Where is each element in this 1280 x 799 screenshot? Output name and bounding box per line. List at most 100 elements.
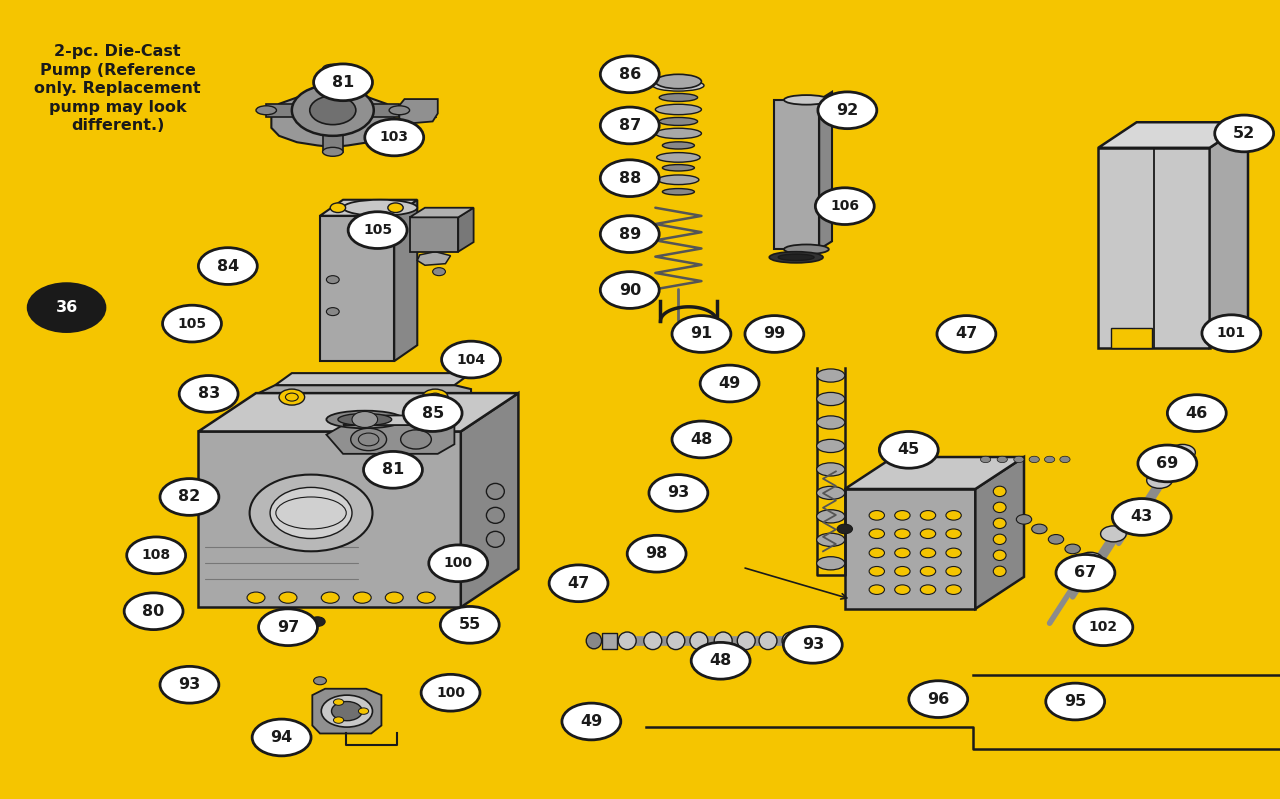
Text: 49: 49 <box>580 714 603 729</box>
Ellipse shape <box>657 153 700 162</box>
Text: 43: 43 <box>1130 510 1153 524</box>
Text: 93: 93 <box>801 638 824 652</box>
Circle shape <box>179 376 238 412</box>
Text: 82: 82 <box>178 490 201 504</box>
Circle shape <box>252 719 311 756</box>
Ellipse shape <box>338 414 392 425</box>
Ellipse shape <box>655 74 701 89</box>
Circle shape <box>1048 535 1064 544</box>
Text: 81: 81 <box>381 463 404 477</box>
Text: 108: 108 <box>142 548 170 562</box>
Circle shape <box>549 565 608 602</box>
Text: 2-pc. Die-Cast
Pump (Reference
only. Replacement
pump may look
different.): 2-pc. Die-Cast Pump (Reference only. Rep… <box>35 44 201 133</box>
Ellipse shape <box>817 557 845 570</box>
Polygon shape <box>271 93 394 147</box>
Circle shape <box>433 268 445 276</box>
Ellipse shape <box>343 200 417 216</box>
Ellipse shape <box>783 95 829 105</box>
Text: 94: 94 <box>270 730 293 745</box>
Circle shape <box>1029 456 1039 463</box>
Ellipse shape <box>663 189 695 195</box>
Text: 91: 91 <box>690 327 713 341</box>
Circle shape <box>422 389 448 405</box>
Circle shape <box>160 479 219 515</box>
Polygon shape <box>845 489 975 609</box>
Circle shape <box>292 85 374 136</box>
Circle shape <box>1202 315 1261 352</box>
Circle shape <box>869 585 884 594</box>
Ellipse shape <box>993 518 1006 529</box>
Ellipse shape <box>389 105 410 115</box>
Circle shape <box>818 92 877 129</box>
Circle shape <box>691 642 750 679</box>
Circle shape <box>1101 526 1126 542</box>
Ellipse shape <box>993 503 1006 513</box>
Circle shape <box>909 681 968 718</box>
Circle shape <box>310 96 356 125</box>
Circle shape <box>672 316 731 352</box>
Circle shape <box>351 428 387 451</box>
Circle shape <box>1167 395 1226 431</box>
Polygon shape <box>266 104 310 117</box>
Circle shape <box>270 487 352 539</box>
Ellipse shape <box>737 632 755 650</box>
Circle shape <box>365 119 424 156</box>
Circle shape <box>600 107 659 144</box>
Circle shape <box>1016 515 1032 524</box>
Ellipse shape <box>655 128 701 139</box>
Ellipse shape <box>256 105 276 115</box>
Text: 48: 48 <box>709 654 732 668</box>
Polygon shape <box>343 415 454 425</box>
Ellipse shape <box>323 147 343 157</box>
Text: 52: 52 <box>1233 126 1256 141</box>
Circle shape <box>160 666 219 703</box>
Circle shape <box>600 272 659 308</box>
Circle shape <box>879 431 938 468</box>
Circle shape <box>314 64 372 101</box>
Ellipse shape <box>817 463 845 476</box>
Circle shape <box>279 389 305 405</box>
Ellipse shape <box>783 244 829 254</box>
Circle shape <box>358 433 379 446</box>
Text: 81: 81 <box>332 75 355 89</box>
Ellipse shape <box>993 566 1006 577</box>
Text: 47: 47 <box>955 327 978 341</box>
Ellipse shape <box>644 632 662 650</box>
Circle shape <box>1251 122 1271 135</box>
Text: 93: 93 <box>178 678 201 692</box>
Circle shape <box>1065 544 1080 554</box>
Circle shape <box>385 592 403 603</box>
Polygon shape <box>323 69 343 96</box>
Polygon shape <box>461 393 518 607</box>
Circle shape <box>259 609 317 646</box>
Circle shape <box>700 365 759 402</box>
Circle shape <box>333 717 344 723</box>
Circle shape <box>1056 555 1115 591</box>
Ellipse shape <box>817 369 845 382</box>
Ellipse shape <box>817 415 845 429</box>
Circle shape <box>442 341 500 378</box>
Polygon shape <box>602 633 617 649</box>
Circle shape <box>127 537 186 574</box>
Text: 96: 96 <box>927 692 950 706</box>
Text: 46: 46 <box>1185 406 1208 420</box>
Ellipse shape <box>655 104 701 115</box>
Circle shape <box>1170 444 1196 460</box>
Polygon shape <box>326 425 454 454</box>
Polygon shape <box>312 689 381 733</box>
Circle shape <box>403 395 462 431</box>
Polygon shape <box>410 217 458 252</box>
Circle shape <box>314 677 326 685</box>
Circle shape <box>1014 456 1024 463</box>
Polygon shape <box>356 104 399 117</box>
Circle shape <box>946 585 961 594</box>
Circle shape <box>997 456 1007 463</box>
Text: 95: 95 <box>1064 694 1087 709</box>
Circle shape <box>1046 683 1105 720</box>
Circle shape <box>417 592 435 603</box>
Ellipse shape <box>667 632 685 650</box>
Ellipse shape <box>817 439 845 452</box>
Text: 99: 99 <box>763 327 786 341</box>
Circle shape <box>783 626 842 663</box>
Polygon shape <box>1098 122 1248 148</box>
